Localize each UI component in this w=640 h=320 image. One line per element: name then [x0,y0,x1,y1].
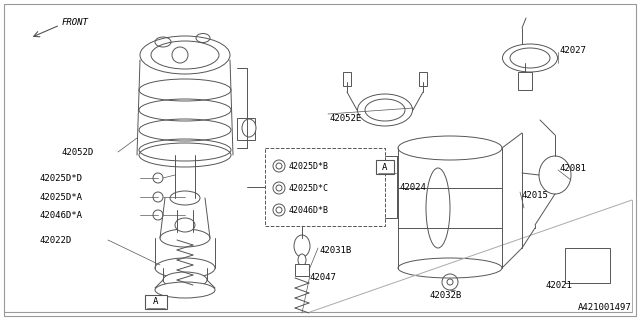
Bar [376,160,394,174]
Text: 42025D*B: 42025D*B [289,162,329,171]
Ellipse shape [294,235,310,257]
Text: 42046D*A: 42046D*A [40,211,83,220]
Ellipse shape [175,218,195,232]
Text: 42032B: 42032B [430,291,462,300]
Ellipse shape [298,254,306,266]
Bar [145,295,167,309]
Text: 42052E: 42052E [330,114,362,123]
Text: A: A [154,298,159,307]
Text: 42024: 42024 [400,182,427,191]
Bar [565,248,610,283]
Ellipse shape [398,258,502,278]
Text: 42031B: 42031B [320,245,352,254]
Ellipse shape [539,156,571,194]
Ellipse shape [242,119,256,137]
Text: A: A [382,163,388,172]
Text: 42025D*A: 42025D*A [40,193,83,202]
Bar [419,72,427,86]
Circle shape [276,163,282,169]
Bar [295,264,309,276]
Ellipse shape [160,229,210,247]
Bar [518,72,532,90]
Text: 42046D*B: 42046D*B [289,205,329,214]
Ellipse shape [398,136,502,160]
Ellipse shape [155,258,215,278]
Bar [265,148,385,226]
Text: 42081: 42081 [560,164,587,172]
Text: 42025D*D: 42025D*D [40,173,83,182]
Text: 42047: 42047 [310,274,337,283]
Bar [237,118,255,140]
Text: 42025D*C: 42025D*C [289,183,329,193]
Bar [343,72,351,86]
Text: 42027: 42027 [560,45,587,54]
Ellipse shape [163,272,207,288]
Circle shape [276,207,282,213]
Text: 42022D: 42022D [40,236,72,244]
Text: A421001497: A421001497 [579,303,632,312]
Text: 42015: 42015 [522,190,549,199]
Ellipse shape [155,282,215,298]
Text: FRONT: FRONT [62,18,89,27]
Text: 42052D: 42052D [62,148,94,156]
Text: 42021: 42021 [545,281,572,290]
Ellipse shape [170,191,200,205]
Circle shape [276,185,282,191]
